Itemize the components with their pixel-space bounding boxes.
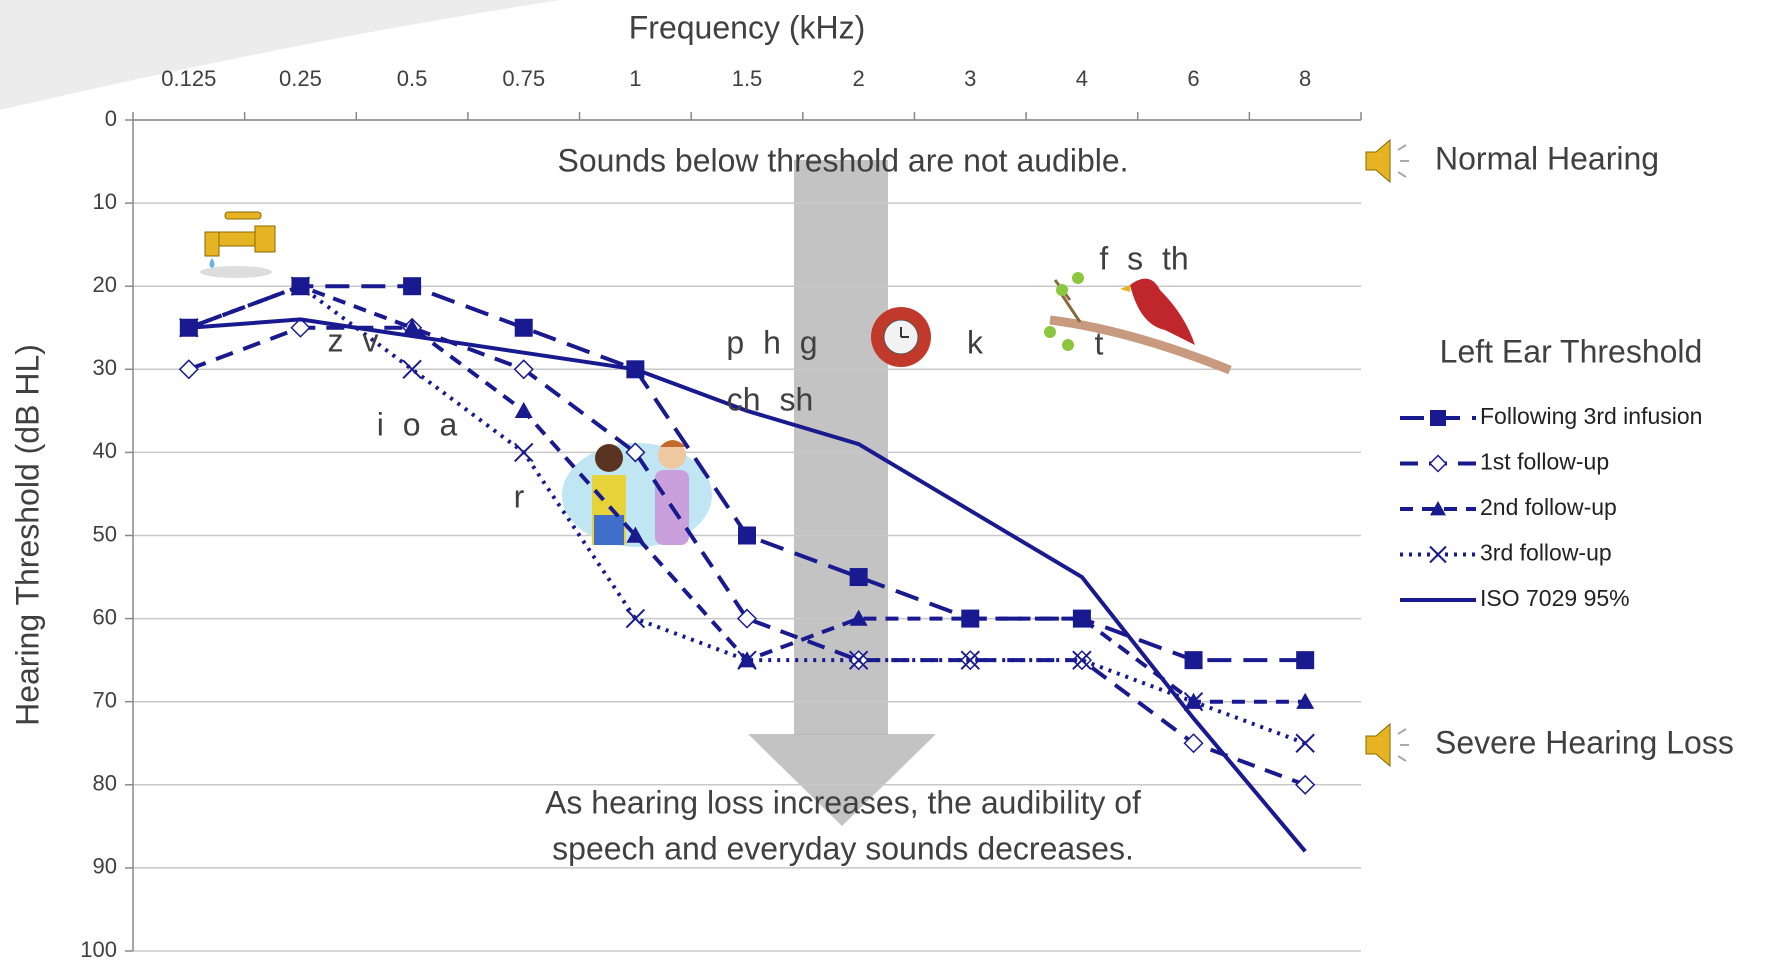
marker xyxy=(514,401,533,419)
bird-icon xyxy=(1044,272,1232,375)
x-tick-label: 1 xyxy=(629,66,641,91)
series xyxy=(179,276,1315,753)
speech-sound: z v xyxy=(328,322,379,358)
legend-label: ISO 7029 95% xyxy=(1480,585,1630,611)
marker xyxy=(403,318,422,335)
marker xyxy=(1295,774,1316,795)
series xyxy=(188,317,1307,853)
annotation: Normal Hearing xyxy=(1435,140,1659,176)
marker xyxy=(514,442,534,463)
marker xyxy=(1430,501,1446,516)
speaker-icon xyxy=(1365,138,1409,184)
y-tick-label: 40 xyxy=(93,438,117,463)
marker xyxy=(402,359,422,380)
background-swoosh xyxy=(0,0,560,110)
marker xyxy=(1428,454,1448,473)
y-tick-label: 30 xyxy=(93,355,117,380)
y-tick-label: 50 xyxy=(93,521,117,546)
legend-title: Left Ear Threshold xyxy=(1440,333,1703,369)
marker xyxy=(849,609,868,626)
y-tick-label: 80 xyxy=(93,771,117,796)
marker xyxy=(1430,410,1446,426)
x-axis-title: Frequency (kHz) xyxy=(629,9,866,45)
marker xyxy=(961,609,980,626)
marker xyxy=(1184,651,1203,670)
y-axis-title: Hearing Threshold (dB HL) xyxy=(9,344,45,726)
marker xyxy=(848,650,869,670)
x-tick-label: 4 xyxy=(1076,66,1088,91)
annotation: Sounds below threshold are not audible. xyxy=(557,142,1128,178)
arrow-head xyxy=(748,734,936,826)
series-line xyxy=(188,317,1307,853)
marker xyxy=(625,442,646,463)
y-tick-label: 0 xyxy=(105,106,117,131)
speech-sound: ch sh xyxy=(727,381,813,417)
marker xyxy=(960,650,980,670)
x-tick-label: 2 xyxy=(853,66,865,91)
marker xyxy=(1295,733,1315,753)
x-tick-label: 0.25 xyxy=(279,66,322,91)
legend-label: 2nd follow-up xyxy=(1480,494,1617,520)
marker xyxy=(736,608,758,629)
faucet-icon xyxy=(200,211,276,278)
marker xyxy=(1072,609,1091,626)
marker xyxy=(849,568,868,587)
marker xyxy=(1183,733,1204,754)
y-tick-label: 20 xyxy=(93,272,117,297)
marker xyxy=(1296,651,1315,670)
clock-icon xyxy=(871,307,931,367)
speech-sound: p h g xyxy=(726,324,817,360)
x-tick-label: 0.125 xyxy=(161,66,216,91)
marker xyxy=(290,317,311,338)
series-line xyxy=(188,325,1306,787)
x-tick-label: 6 xyxy=(1187,66,1199,91)
marker xyxy=(290,276,311,296)
speech-sound: i o a xyxy=(377,406,458,442)
y-tick-label: 100 xyxy=(80,937,117,962)
x-tick-label: 8 xyxy=(1299,66,1311,91)
marker xyxy=(737,650,757,670)
marker xyxy=(179,318,199,338)
y-tick-label: 60 xyxy=(93,604,117,629)
marker xyxy=(514,318,533,337)
marker xyxy=(625,608,646,629)
marker xyxy=(513,359,534,380)
x-tick-label: 1.5 xyxy=(732,66,763,91)
annotation: speech and everyday sounds decreases. xyxy=(552,830,1134,866)
y-tick-label: 10 xyxy=(93,189,117,214)
speech-sound: r xyxy=(514,478,525,514)
speech-sound: t xyxy=(1095,325,1104,361)
background-layer xyxy=(748,160,936,826)
x-tick-label: 0.75 xyxy=(502,66,545,91)
marker xyxy=(403,277,422,296)
speech-sound: k xyxy=(967,324,984,360)
marker xyxy=(1072,650,1092,670)
legend-label: 3rd follow-up xyxy=(1480,540,1612,566)
y-tick-label: 90 xyxy=(93,854,117,879)
marker xyxy=(178,359,199,380)
annotation: As hearing loss increases, the audibilit… xyxy=(545,784,1141,820)
speaker-icon xyxy=(1365,722,1409,768)
marker xyxy=(626,526,645,543)
series-line xyxy=(188,283,1306,746)
x-tick-label: 3 xyxy=(964,66,976,91)
y-tick-label: 70 xyxy=(93,688,117,713)
marker xyxy=(1429,545,1447,564)
speech-sound: f s th xyxy=(1099,240,1188,276)
arrow-shaft xyxy=(794,160,888,735)
legend-label: 1st follow-up xyxy=(1480,449,1609,475)
annotation: Severe Hearing Loss xyxy=(1435,724,1734,760)
legend-label: Following 3rd infusion xyxy=(1480,403,1702,429)
marker xyxy=(738,526,756,545)
marker xyxy=(1296,692,1315,709)
x-tick-label: 0.5 xyxy=(397,66,428,91)
